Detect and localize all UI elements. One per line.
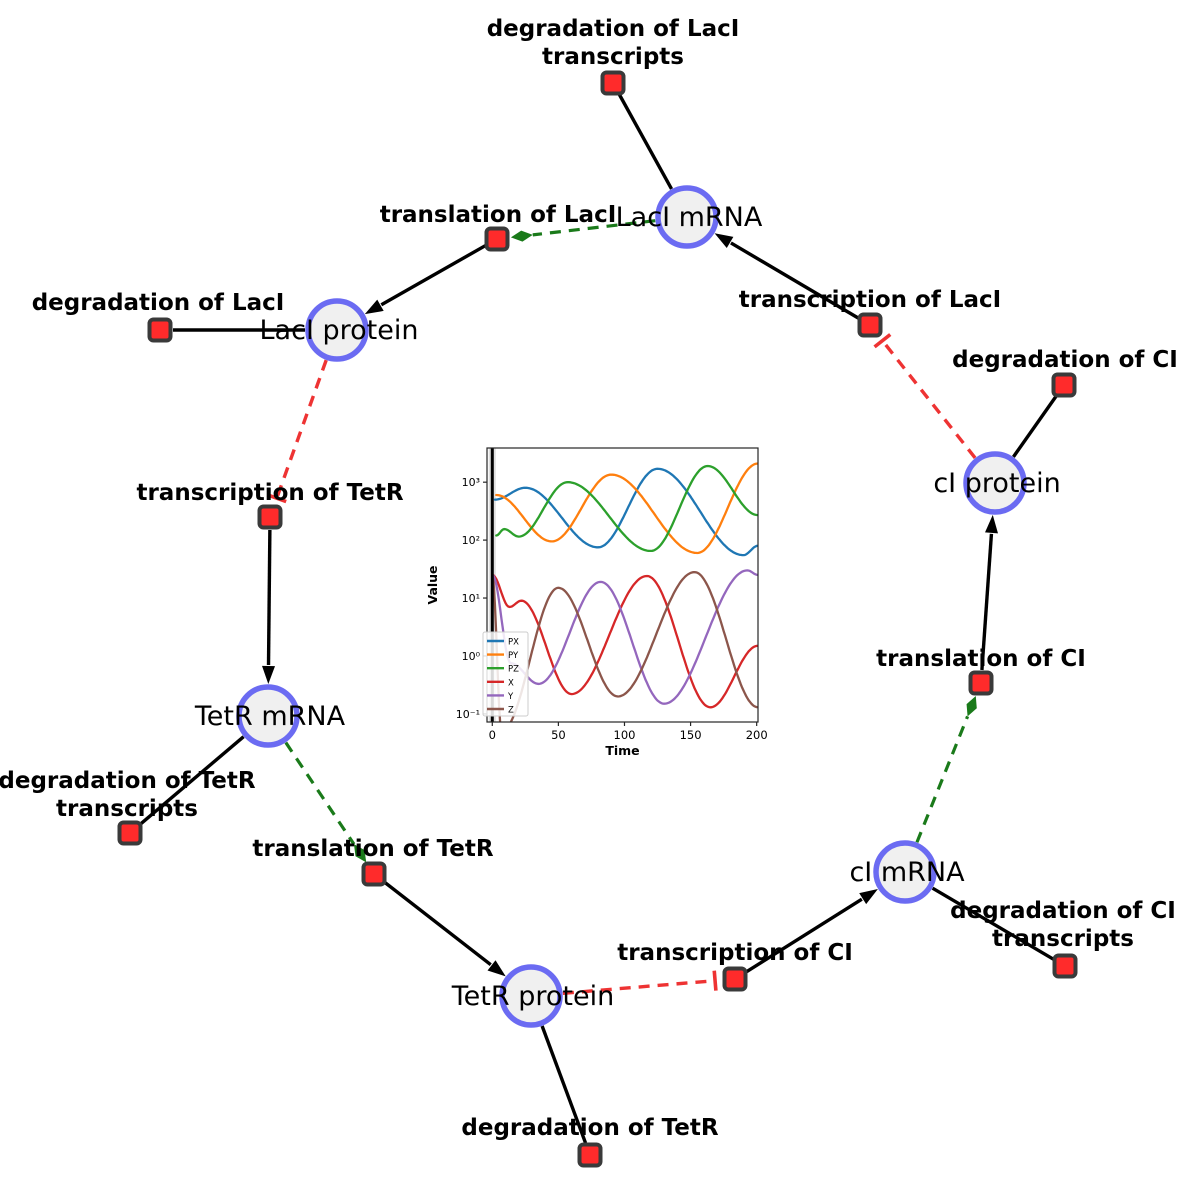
reaction-node-tx_ci[interactable] [722, 966, 748, 992]
reaction-label-deg_ci_tx: degradation of CI [950, 898, 1176, 924]
chart-xlabel: Time [605, 743, 639, 758]
species-label-tetr_mrna: TetR mRNA [194, 701, 346, 732]
reaction-node-tx_laci[interactable] [857, 312, 883, 338]
legend-label-PX: PX [508, 638, 519, 648]
reaction-node-deg_tetr[interactable] [577, 1142, 603, 1168]
edge-consumption-ci_mrna-deg_ci_tx [931, 886, 1055, 961]
edge-modifier-ci_mrna-transl_ci [915, 695, 977, 843]
edge-inhibition-ci_protein-tx_laci [873, 333, 977, 459]
chart-xtick-0: 0 [489, 728, 496, 742]
reaction-label-tx_laci: transcription of LacI [739, 287, 1002, 313]
reaction-label-tx_ci: transcription of CI [617, 940, 853, 966]
edge-layer [138, 93, 1058, 1144]
edge-production-transl_ci-ci_protein [980, 514, 998, 671]
reaction-node-tx_tetr[interactable] [257, 504, 283, 530]
reaction-label-transl_tetr: translation of TetR [252, 836, 493, 862]
reaction-label-tx_tetr: transcription of TetR [136, 480, 403, 506]
reaction-node-deg_laci[interactable] [147, 317, 173, 343]
reaction-node-deg_ci_tx[interactable] [1052, 953, 1078, 979]
species-label-laci_mrna: LacI mRNA [616, 202, 763, 233]
edge-modifier-laci_mrna-transl_laci [510, 219, 656, 242]
reaction-label-deg_ci_tx-line2: transcripts [992, 926, 1134, 952]
reaction-label-deg_laci: degradation of LacI [32, 290, 285, 316]
edge-production-tx_laci-laci_mrna [714, 233, 860, 320]
chart-xtick-50: 50 [551, 728, 566, 742]
edge-modifier-tetr_mrna-transl_tetr [284, 741, 367, 863]
reaction-label-deg_tetr: degradation of TetR [461, 1115, 718, 1141]
reaction-label-deg_laci_tx-line2: transcripts [542, 44, 684, 70]
edge-inhibition-tetr_protein-tx_ci [562, 970, 718, 996]
chart-xtick-200: 200 [746, 728, 768, 742]
reaction-node-transl_tetr[interactable] [361, 861, 387, 887]
chart-legend: PX PY PZ XYZ [482, 631, 529, 717]
species-label-ci_mrna: cI mRNA [849, 857, 965, 888]
chart-series-group [491, 462, 758, 722]
species-node-ci_mrna[interactable] [873, 840, 937, 904]
chart-ytick-3: 10³ [462, 476, 480, 489]
reaction-node-transl_ci[interactable] [968, 670, 994, 696]
reaction-label-transl_ci: translation of CI [876, 646, 1086, 672]
edge-production-transl_laci-laci_protein [364, 243, 487, 315]
chart-ytick-0: 10⁰ [462, 650, 481, 663]
legend-label-PZ: PZ [508, 665, 519, 675]
edge-consumption-ci_protein-deg_ci [1012, 394, 1058, 458]
reaction-label-deg_ci: degradation of CI [952, 347, 1178, 373]
edge-production-tx_tetr-tetr_mrna [262, 529, 276, 685]
edge-consumption-tetr_protein-deg_tetr [540, 1025, 588, 1144]
legend-label-Z: Z [508, 706, 514, 716]
reaction-node-transl_laci[interactable] [484, 226, 510, 252]
reaction-node-deg_laci_tx[interactable] [600, 70, 626, 96]
legend-label-PY: PY [508, 651, 519, 661]
chart-axes-box [486, 447, 759, 723]
species-node-tetr_protein[interactable] [499, 964, 563, 1028]
chart-ytick--1: 10⁻¹ [456, 708, 480, 721]
reaction-label-deg_tetr_tx-line2: transcripts [56, 796, 198, 822]
chart-ylabel: Value [425, 565, 440, 604]
reaction-label-deg_tetr_tx: degradation of TetR [0, 768, 256, 794]
chart-xtick-150: 150 [680, 728, 702, 742]
edge-consumption-laci_mrna-deg_laci_tx [617, 93, 674, 190]
reaction-node-deg_ci[interactable] [1051, 372, 1077, 398]
edge-consumption-tetr_mrna-deg_tetr_tx [138, 735, 245, 826]
chart-ytick-2: 10² [462, 534, 480, 547]
chart-xtick-100: 100 [614, 728, 636, 742]
reaction-label-deg_laci_tx: degradation of LacI [487, 16, 740, 42]
label-layer: degradation of LacItranscriptstranslatio… [0, 16, 1178, 1141]
species-label-tetr_protein: TetR protein [451, 981, 614, 1012]
species-node-tetr_mrna[interactable] [236, 684, 300, 748]
inset-chart: 0 50 100 150 20010⁻¹10⁰10¹10²10³TimeValuePXP… [425, 432, 770, 762]
legend-label-Y: Y [507, 692, 514, 702]
species-node-laci_mrna[interactable] [655, 185, 719, 249]
species-label-laci_protein: LacI protein [260, 315, 419, 346]
chart-series-Y [491, 569, 758, 705]
edge-inhibition-laci_protein-tx_tetr [266, 359, 328, 504]
node-layer [117, 70, 1078, 1168]
species-node-ci_protein[interactable] [963, 451, 1027, 515]
chart-ytick-1: 10¹ [462, 592, 480, 605]
edge-production-tx_ci-ci_mrna [745, 889, 878, 974]
reaction-label-transl_laci: translation of LacI [380, 202, 617, 228]
reaction-node-deg_tetr_tx[interactable] [117, 820, 143, 846]
chart-series-PZ [495, 464, 758, 553]
species-label-ci_protein: cI protein [933, 468, 1060, 499]
chart-series-X [491, 573, 758, 709]
chart-series-PX [493, 467, 758, 557]
legend-label-X: X [508, 678, 514, 688]
edge-production-transl_tetr-tetr_protein [383, 880, 506, 977]
chart-series-PY [495, 462, 758, 555]
species-node-laci_protein[interactable] [305, 298, 369, 362]
chart-series-Z [491, 570, 758, 722]
